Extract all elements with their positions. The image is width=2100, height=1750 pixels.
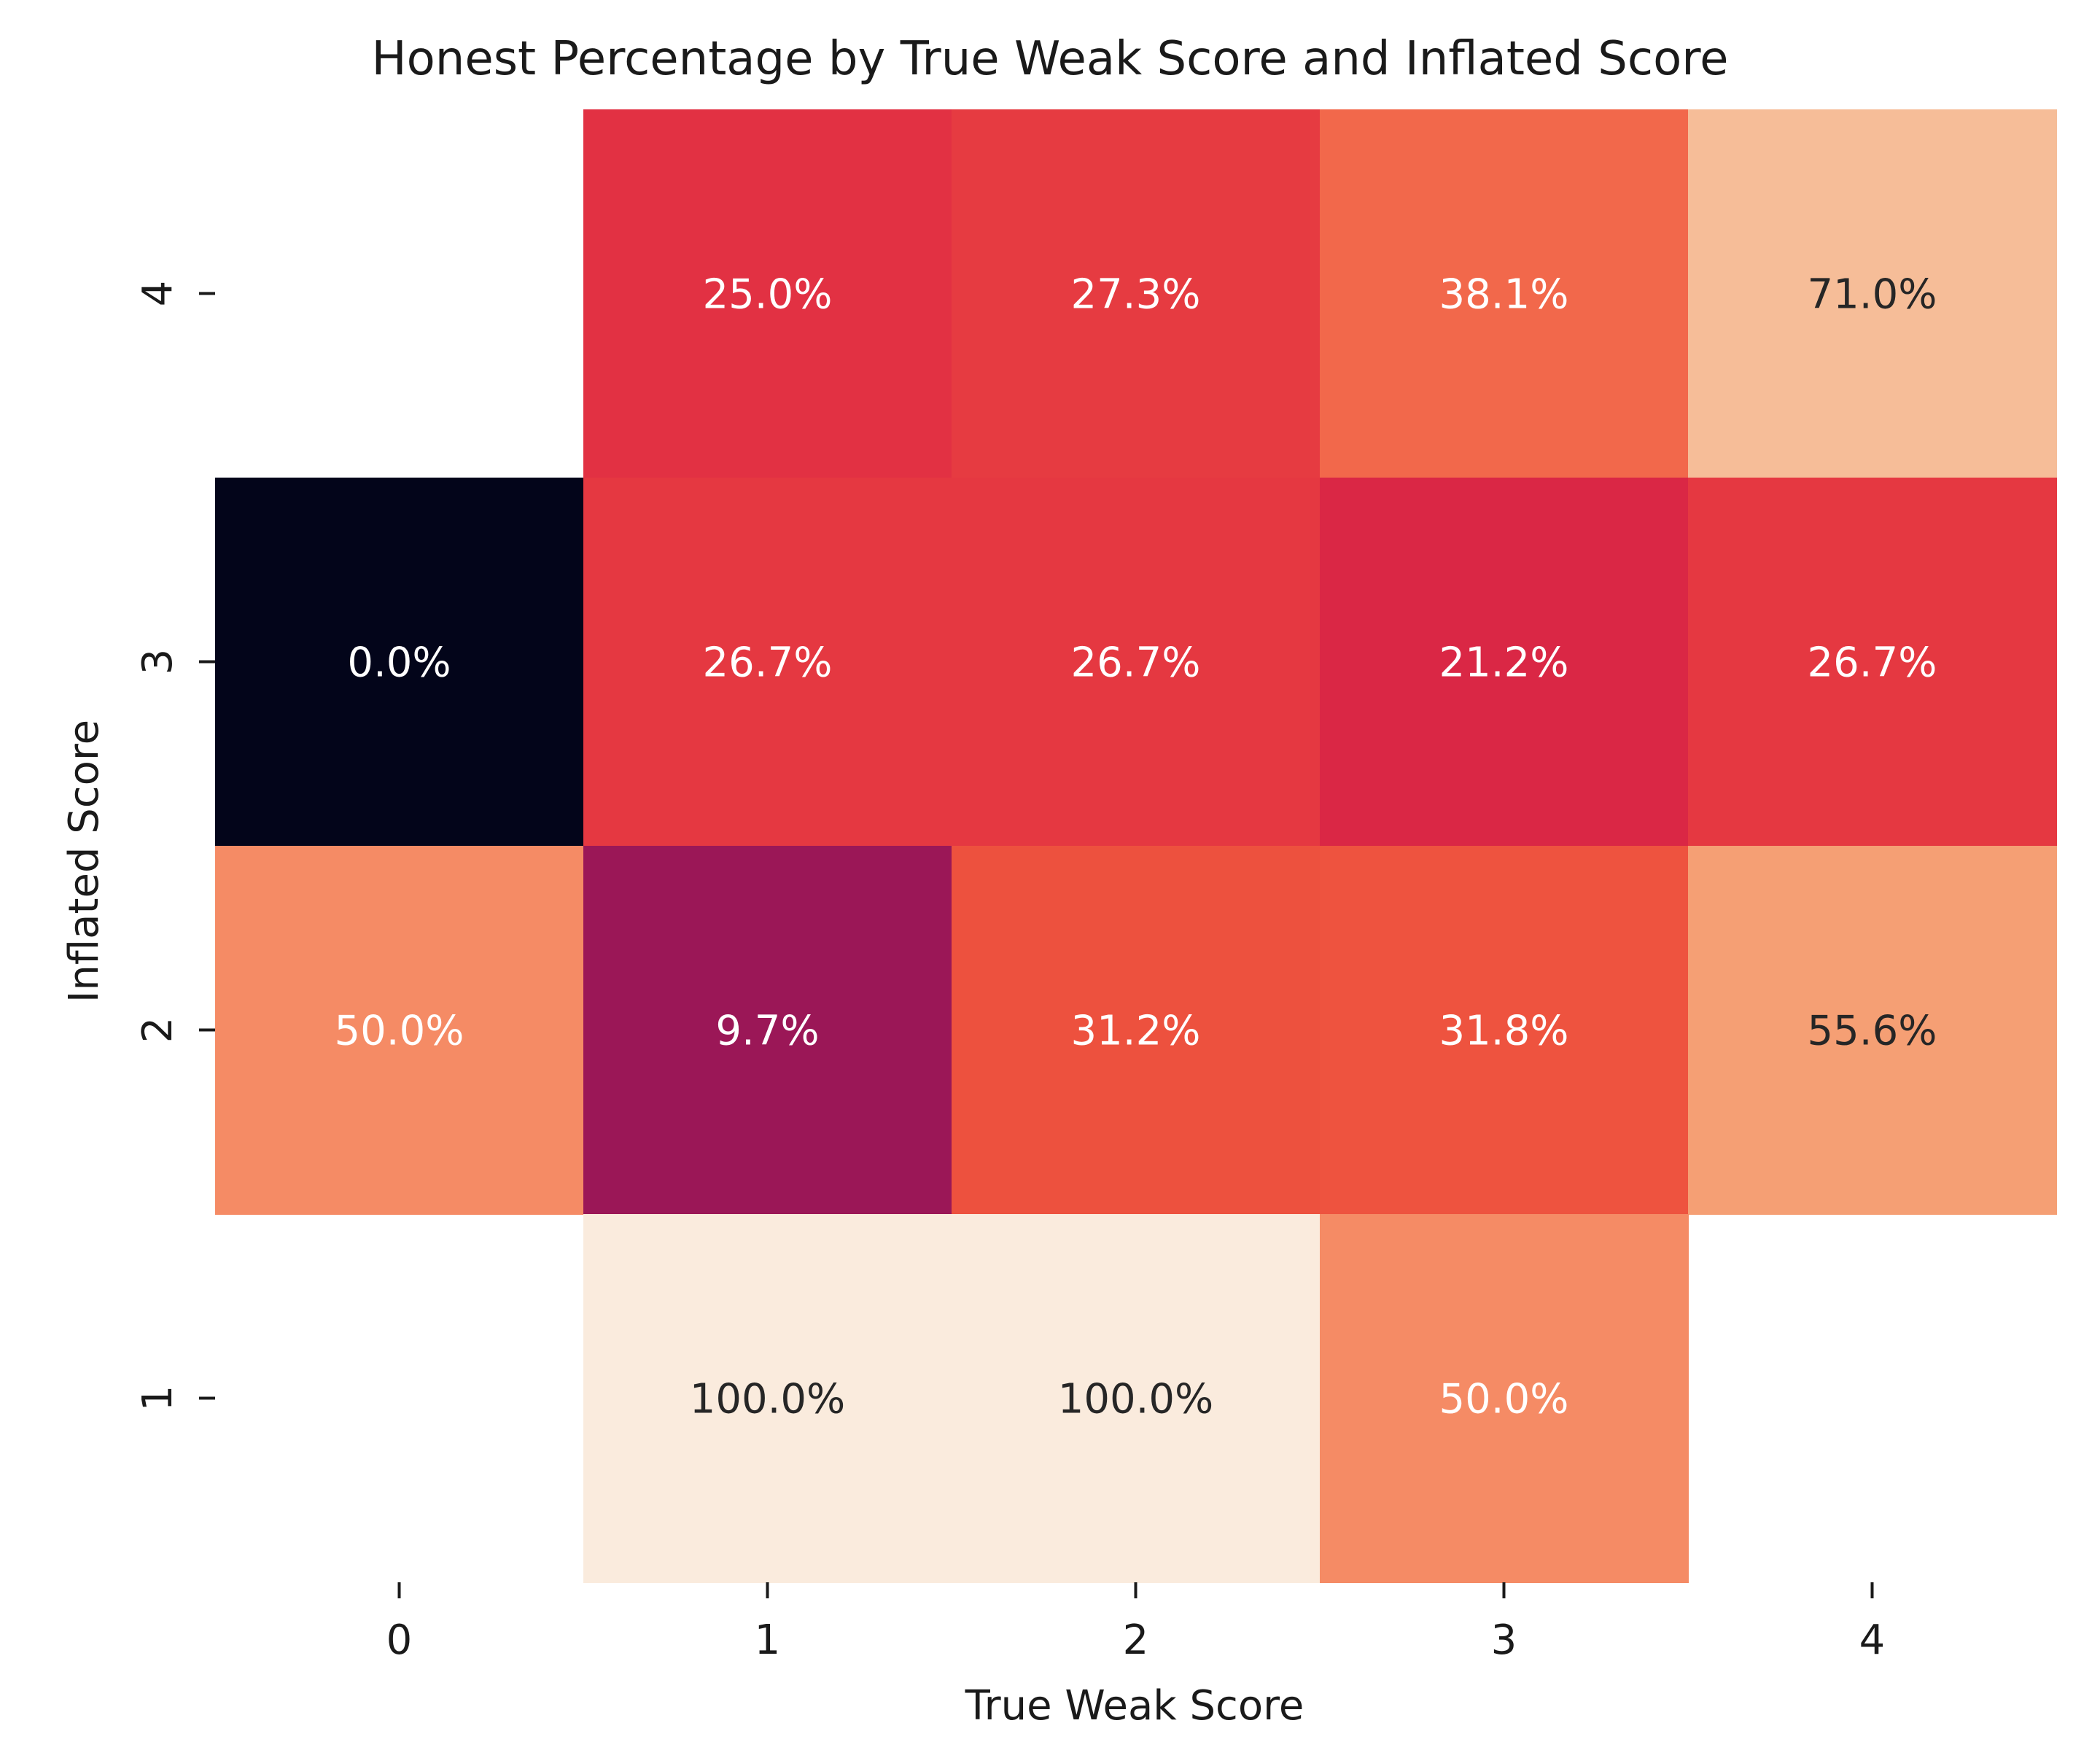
cell-r1-c3 [1320, 1214, 1689, 1583]
y-tick-label: 1 [134, 1385, 182, 1412]
chart-title: Honest Percentage by True Weak Score and… [371, 32, 1728, 86]
y-tick-label: 4 [134, 281, 182, 307]
cell-r2-c2 [952, 846, 1321, 1215]
x-tick-label: 1 [755, 1617, 781, 1664]
y-axis: 4 3 2 1 [134, 281, 215, 1412]
cell-r1-c2 [952, 1214, 1321, 1583]
cell-r4-c4 [1688, 109, 2057, 478]
x-tick-label: 0 [386, 1617, 413, 1664]
cell-value-label: 26.7% [1808, 639, 1937, 687]
cell-value-label: 25.0% [703, 271, 833, 319]
cell-r2-c0 [215, 846, 584, 1215]
heatmap-cells: 25.0% 27.3% 38.1% 71.0% 0.0% 26.7% 26.7% 21.2% 2… [215, 109, 2057, 1583]
cell-r4-c3 [1320, 109, 1689, 478]
x-axis-label: True Weak Score [965, 1682, 1304, 1730]
cell-r1-c1 [583, 1214, 952, 1583]
cell-r3-c3 [1320, 478, 1689, 847]
cell-r4-c1 [583, 109, 952, 478]
cell-value-label: 21.2% [1439, 639, 1569, 687]
x-tick-label: 2 [1123, 1617, 1149, 1664]
cell-value-label: 50.0% [1439, 1376, 1569, 1423]
cell-r3-c1 [583, 478, 952, 847]
cell-value-label: 31.2% [1071, 1008, 1201, 1055]
cell-r2-c4 [1688, 846, 2057, 1215]
x-tick-label: 3 [1491, 1617, 1517, 1664]
cell-r3-c4 [1688, 478, 2057, 847]
cell-r3-c2 [952, 478, 1321, 847]
x-tick-label: 4 [1859, 1617, 1886, 1664]
cell-value-label: 31.8% [1439, 1008, 1569, 1055]
cell-r2-c1 [583, 846, 952, 1215]
cell-value-label: 100.0% [1058, 1376, 1214, 1423]
cell-value-label: 27.3% [1071, 271, 1201, 319]
cell-value-label: 50.0% [335, 1008, 464, 1055]
cell-value-label: 26.7% [1071, 639, 1201, 687]
cell-value-label: 55.6% [1808, 1008, 1937, 1055]
y-tick-label: 3 [134, 649, 182, 675]
cell-value-label: 9.7% [715, 1008, 819, 1055]
cell-r4-c2 [952, 109, 1321, 478]
cell-value-label: 0.0% [347, 639, 451, 687]
y-axis-label: Inflated Score [61, 720, 108, 1003]
cell-r2-c3 [1320, 846, 1689, 1215]
cell-value-label: 100.0% [690, 1376, 846, 1423]
y-tick-label: 2 [134, 1017, 182, 1043]
cell-value-label: 38.1% [1439, 271, 1569, 319]
cell-value-label: 26.7% [703, 639, 833, 687]
x-axis: 0 1 2 3 4 [386, 1582, 1886, 1664]
cell-r3-c0 [215, 478, 584, 847]
cell-value-label: 71.0% [1808, 271, 1937, 319]
